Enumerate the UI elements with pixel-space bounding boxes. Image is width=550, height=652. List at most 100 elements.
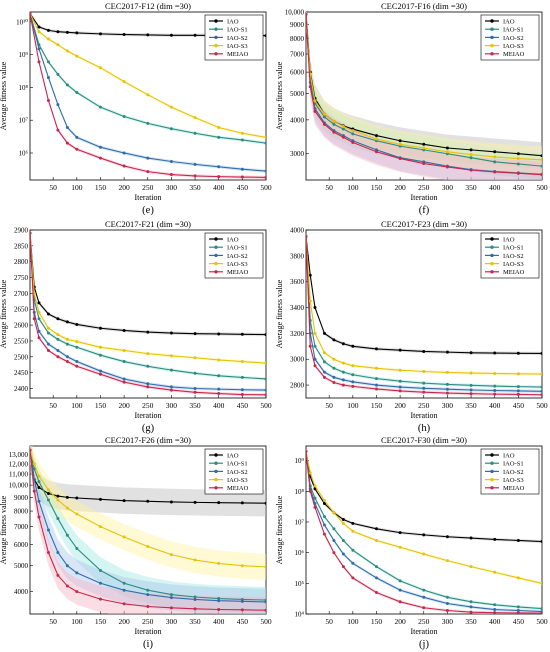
data-point-meiao [32,489,36,493]
data-point-iao-s2 [322,523,326,527]
legend-marker [490,27,494,31]
y-tick-label: 2800 [14,258,29,266]
data-point-iao-s2 [65,355,69,359]
data-point-iao [65,320,69,324]
data-point-iao [217,332,221,336]
data-point-iao-s2 [445,387,449,391]
data-point-iao-s2 [217,387,221,391]
data-point-iao-s3 [98,345,102,349]
legend-entry: MEIAO [227,269,249,276]
data-point-meiao [540,393,542,397]
data-point-iao [193,332,197,336]
data-point-meiao [341,135,345,139]
data-point-iao-s1 [98,353,102,357]
data-point-meiao [169,606,173,610]
data-point-iao-s2 [217,165,221,169]
data-point-iao [445,350,449,354]
data-point-iao [351,344,355,348]
legend-marker [214,477,218,482]
y-tick-label: 10⁸ [19,84,29,92]
x-tick-label: 150 [371,617,383,626]
x-tick-label: 450 [513,401,525,410]
legend-marker [214,453,218,457]
data-point-meiao [193,390,197,394]
data-point-iao-s2 [469,388,473,392]
data-point-iao-s2 [56,348,60,352]
data-point-iao [169,331,173,335]
y-tick-label: 10⁶ [19,149,29,157]
data-point-meiao [264,175,266,179]
data-point-iao [46,28,50,32]
data-point-iao [341,342,345,346]
data-point-iao [98,497,102,501]
x-tick-label: 50 [49,401,57,410]
data-point-iao-s1 [98,568,102,572]
y-tick-label: 2400 [14,385,29,393]
x-tick-label: 400 [213,183,225,192]
data-point-iao [37,25,41,29]
chart-title: CEC2017-F23 (dim =30) [381,219,467,229]
x-tick-label: 250 [418,617,430,626]
y-tick-label: 3400 [290,304,305,312]
legend-marker [214,52,218,56]
data-point-iao-s3 [146,544,150,548]
data-point-meiao [374,591,378,595]
data-point-iao-s3 [308,471,312,475]
legend-marker [214,27,218,31]
plot-area [30,231,266,397]
data-point-iao-s3 [264,361,266,365]
x-tick-label: 400 [213,401,225,410]
data-point-iao-s3 [169,553,173,557]
data-point-iao-s3 [422,370,426,374]
data-point-iao-s3 [422,552,426,556]
data-point-meiao [240,393,244,397]
data-point-iao-s2 [398,588,402,592]
data-point-iao-s2 [122,377,126,381]
legend-marker [490,43,494,48]
data-point-iao-s2 [240,599,244,603]
data-point-iao [351,521,355,525]
data-point-meiao [313,505,317,509]
data-point-meiao [341,565,345,569]
data-point-iao [56,494,60,498]
data-point-meiao [56,128,60,132]
data-point-meiao [306,449,308,453]
data-point-iao-s1 [341,127,345,131]
data-point-iao-s3 [341,361,345,365]
data-point-meiao [445,609,449,613]
legend-entry: MEIAO [503,269,525,276]
data-point-iao-s1 [469,383,473,387]
data-point-iao-s2 [193,386,197,390]
data-point-iao [398,531,402,535]
data-point-iao-s2 [341,378,345,382]
y-tick-label: 2450 [14,369,29,377]
data-point-iao-s1 [56,72,60,76]
legend-entry: IAO-S3 [227,261,248,268]
data-point-iao-s3 [122,80,126,84]
data-point-meiao [308,489,312,493]
data-point-iao-s2 [98,145,102,149]
x-tick-label: 450 [513,183,525,192]
x-tick-label: 300 [442,617,454,626]
x-tick-label: 400 [489,401,501,410]
data-point-meiao [308,85,312,89]
data-point-iao [75,496,79,500]
x-axis-label: Iteration [134,193,161,202]
x-tick-label: 200 [118,183,130,192]
data-point-meiao [374,387,378,391]
y-tick-label: 4000 [290,116,305,124]
x-tick-label: 50 [325,183,333,192]
data-point-meiao [332,130,336,134]
data-point-meiao [398,600,402,604]
data-point-iao [37,485,41,489]
x-tick-label: 350 [465,401,477,410]
data-point-meiao [65,584,69,588]
x-tick-label: 350 [189,401,201,410]
y-axis-label: Average fitness value [0,495,8,564]
legend-entry: IAO-S1 [503,245,524,252]
data-point-iao-s3 [37,310,41,314]
data-point-meiao [37,515,41,519]
